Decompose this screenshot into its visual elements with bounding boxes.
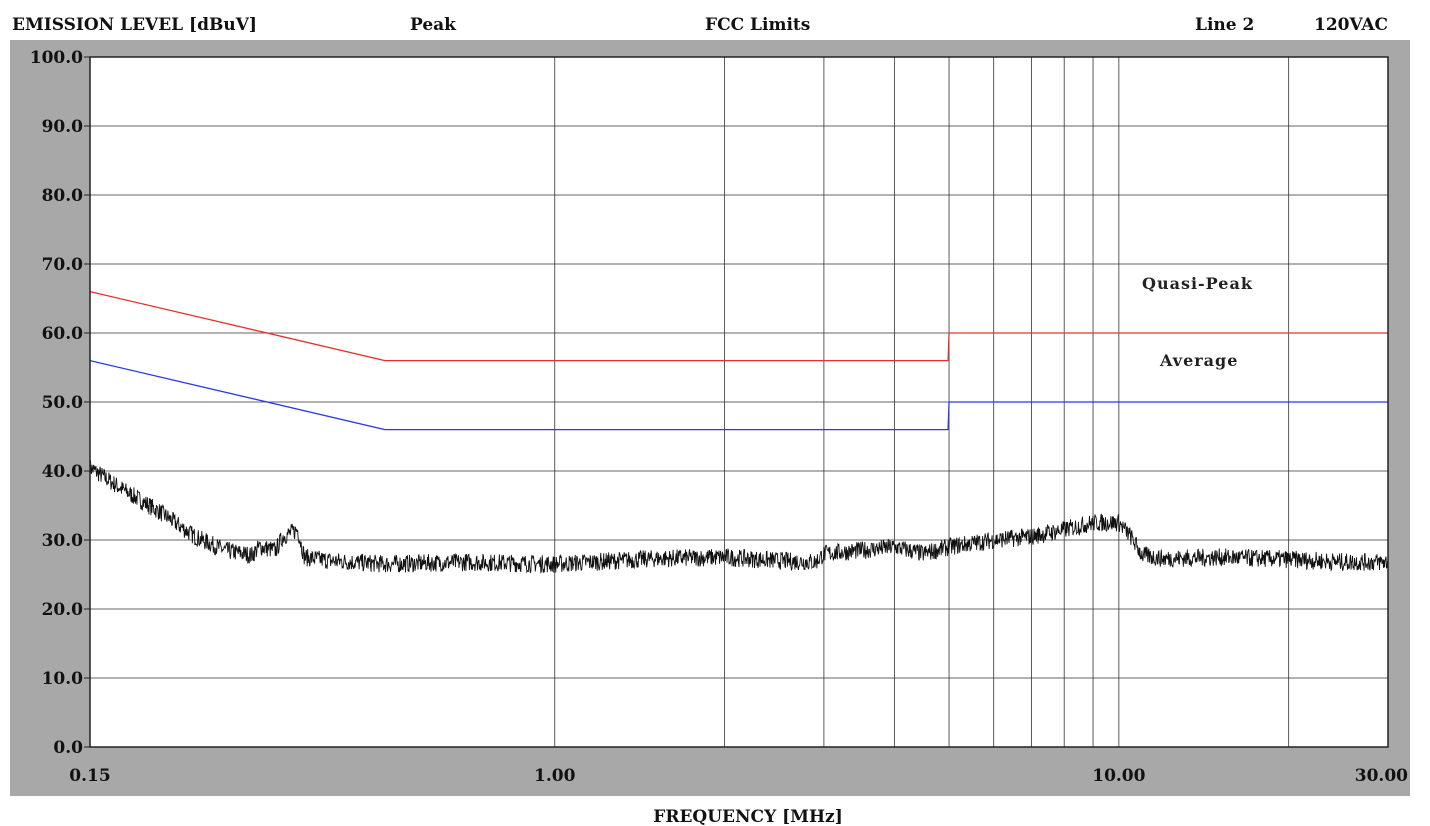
x-tick-label: 1.00 <box>534 766 576 786</box>
y-tick-label: 10.0 <box>42 669 84 689</box>
x-tick-label: 10.00 <box>1092 766 1145 786</box>
legend-quasi-peak: Quasi-Peak <box>1142 274 1253 293</box>
x-tick-label: 30.00 <box>1355 766 1408 786</box>
y-tick-label: 30.0 <box>42 531 84 551</box>
legend-average: Average <box>1159 351 1238 370</box>
header-line: Line 2 <box>1195 15 1254 35</box>
series-layer <box>89 290 1389 574</box>
header-detector: Peak <box>410 15 457 35</box>
header-standard: FCC Limits <box>705 15 810 35</box>
series-line-quasi-peak <box>89 290 1388 362</box>
y-tick-label: 80.0 <box>42 186 84 206</box>
y-tick-label: 40.0 <box>42 462 84 482</box>
y-tick-label: 50.0 <box>42 393 84 413</box>
y-tick-label: 70.0 <box>42 255 84 275</box>
y-ticks: 0.0 10.0 20.0 30.0 40.0 50.0 60.0 70.0 80.0 90.0 1… <box>30 48 90 758</box>
series-line-average <box>89 359 1388 431</box>
y-tick-label: 90.0 <box>42 117 84 137</box>
series-line-measured <box>89 460 1389 574</box>
y-tick-label: 20.0 <box>42 600 84 620</box>
y-tick-label: 0.0 <box>53 738 83 758</box>
y-tick-label: 100.0 <box>30 48 83 68</box>
header-voltage: 120VAC <box>1314 15 1388 35</box>
x-tick-label: 0.15 <box>69 766 110 786</box>
x-axis-label: FREQUENCY [MHz] <box>653 807 843 826</box>
x-ticks: 0.15 1.00 10.00 30.00 <box>69 766 1408 786</box>
y-tick-label: 60.0 <box>42 324 84 344</box>
header-title: EMISSION LEVEL [dBuV] <box>12 15 257 35</box>
